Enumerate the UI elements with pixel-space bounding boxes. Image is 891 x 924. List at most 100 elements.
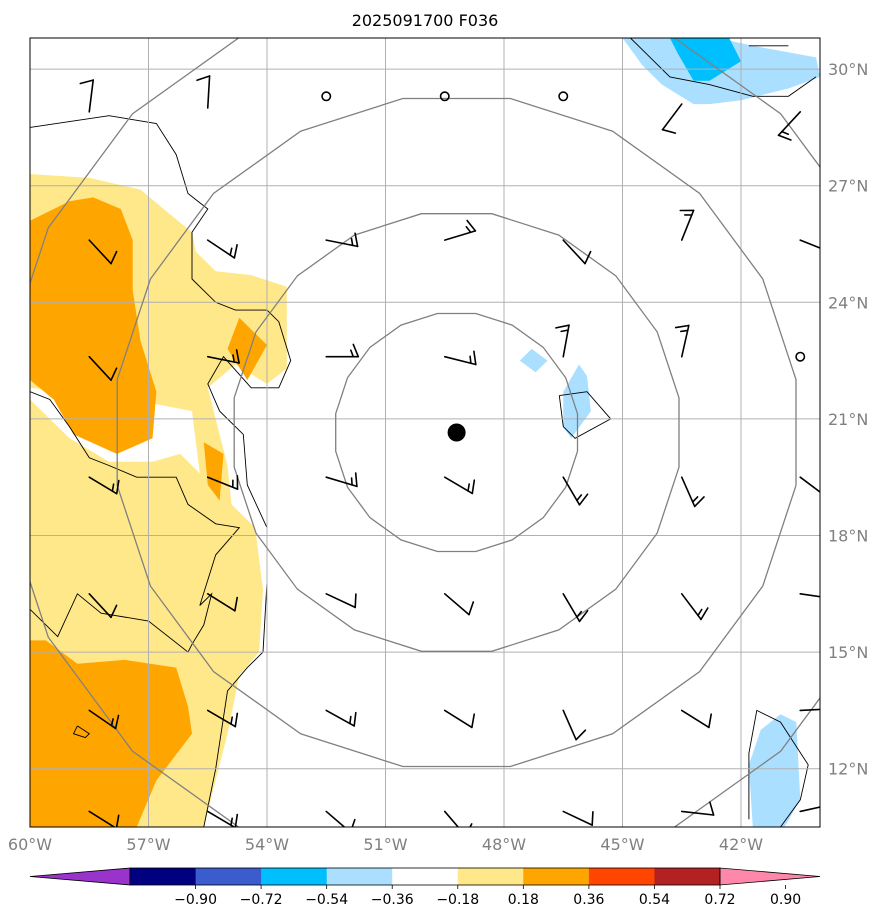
colorbar-label: 0.90: [770, 892, 801, 908]
wind-barb: [206, 474, 239, 490]
map-title: 2025091700 F036: [352, 11, 499, 30]
gridlines: [30, 38, 820, 827]
colorbar-segment: [326, 868, 393, 885]
colorbar-label: −0.54: [305, 892, 348, 908]
colorbar-extend-low: [29, 867, 131, 886]
longitude-label: 45°W: [600, 835, 644, 854]
fill-region: [519, 348, 548, 373]
contour-layer: [30, 38, 817, 827]
longitude-label: 57°W: [126, 835, 170, 854]
longitude-label: 48°W: [482, 835, 526, 854]
colorbar-segment: [457, 868, 524, 885]
colorbar-segment: [588, 868, 655, 885]
colorbar-segment: [523, 868, 590, 885]
wind-barb: [443, 810, 473, 827]
wind-barb: [196, 75, 211, 109]
latitude-label: 27°N: [828, 177, 868, 196]
range-rings: [30, 38, 820, 827]
wind-barb: [325, 343, 360, 358]
wind-barb: [206, 709, 239, 728]
contour-line: [30, 115, 292, 827]
contour-line: [630, 38, 817, 97]
wind-barb: [674, 324, 690, 358]
map-area: [30, 38, 820, 827]
longitude-label: 42°W: [719, 835, 763, 854]
calm-wind-marker: [795, 351, 806, 362]
colorbar-label: −0.18: [436, 892, 479, 908]
wind-barb: [443, 592, 475, 616]
wind-barb: [443, 219, 477, 241]
colorbar-segment: [261, 868, 328, 885]
wind-barb: [562, 709, 587, 741]
wind-barb: [799, 806, 820, 813]
colorbar-extend-high: [719, 867, 821, 886]
colorbar-label: 0.36: [573, 892, 604, 908]
wind-barb: [680, 801, 715, 816]
wind-barb: [562, 476, 589, 506]
colorbar-segment: [130, 868, 197, 885]
latitude-label: 21°N: [828, 410, 868, 429]
longitude-tick-labels: 60°W 57°W 54°W 51°W 48°W 45°W 42°W: [8, 835, 763, 854]
range-ring: [30, 38, 820, 827]
storm-center-layer: [447, 423, 466, 442]
wind-barb: [562, 810, 594, 826]
latitude-label: 30°N: [828, 60, 868, 79]
fill-region: [30, 640, 192, 827]
wind-barb: [206, 810, 239, 827]
colorbar-segment: [195, 868, 262, 885]
wind-barb: [799, 239, 820, 249]
fill-region: [203, 442, 224, 501]
range-ring: [116, 97, 797, 768]
wind-barb: [88, 709, 120, 730]
wind-barb: [325, 709, 357, 727]
longitude-label: 60°W: [8, 835, 52, 854]
latitude-label: 15°N: [828, 643, 868, 662]
fill-region: [30, 197, 157, 454]
wind-barb: [206, 592, 238, 612]
wind-barb: [88, 592, 118, 619]
colorbar-label: −0.36: [371, 892, 414, 908]
latitude-label: 24°N: [828, 293, 868, 312]
calm-wind-marker: [321, 91, 332, 102]
wind-barb: [88, 239, 118, 265]
longitude-label: 54°W: [245, 835, 289, 854]
contour-line: [30, 391, 241, 653]
wind-barb: [555, 324, 570, 358]
wind-barbs-layer: [79, 75, 820, 827]
wind-barb: [680, 476, 705, 508]
contour-line: [748, 709, 809, 827]
latitude-label: 12°N: [828, 760, 868, 779]
wind-barb: [206, 239, 238, 259]
wind-barb: [325, 592, 357, 609]
wind-barb: [88, 355, 118, 382]
wind-barb: [443, 350, 477, 366]
wind-barb: [206, 349, 240, 364]
colorbar-outline: [129, 867, 721, 886]
wind-barb: [79, 79, 94, 113]
calm-wind-marker: [439, 91, 450, 102]
wind-barb: [680, 709, 713, 729]
latitude-label: 18°N: [828, 526, 868, 545]
wind-barb: [777, 111, 802, 141]
colorbar-label: 0.72: [704, 892, 735, 908]
map-frame: [29, 37, 821, 828]
wind-barb: [443, 476, 476, 495]
shaded-fill-layer: [30, 38, 820, 827]
wind-barb: [799, 592, 820, 598]
wind-barb: [679, 209, 695, 241]
latitude-tick-labels: 30°N 27°N 24°N 21°N 18°N 15°N 12°N: [828, 60, 868, 779]
storm-center-marker: [447, 423, 466, 442]
wind-barb: [799, 708, 820, 712]
range-ring: [335, 312, 579, 553]
colorbar-segment: [654, 868, 721, 885]
wind-barb: [799, 476, 820, 493]
contour-line: [558, 391, 612, 439]
colorbar-label: −0.90: [174, 892, 217, 908]
wind-barb: [88, 476, 120, 495]
calm-wind-marker: [558, 91, 569, 102]
wind-barb: [325, 472, 358, 488]
longitude-label: 51°W: [363, 835, 407, 854]
wind-barb: [680, 592, 709, 621]
colorbar-segment: [392, 868, 459, 885]
